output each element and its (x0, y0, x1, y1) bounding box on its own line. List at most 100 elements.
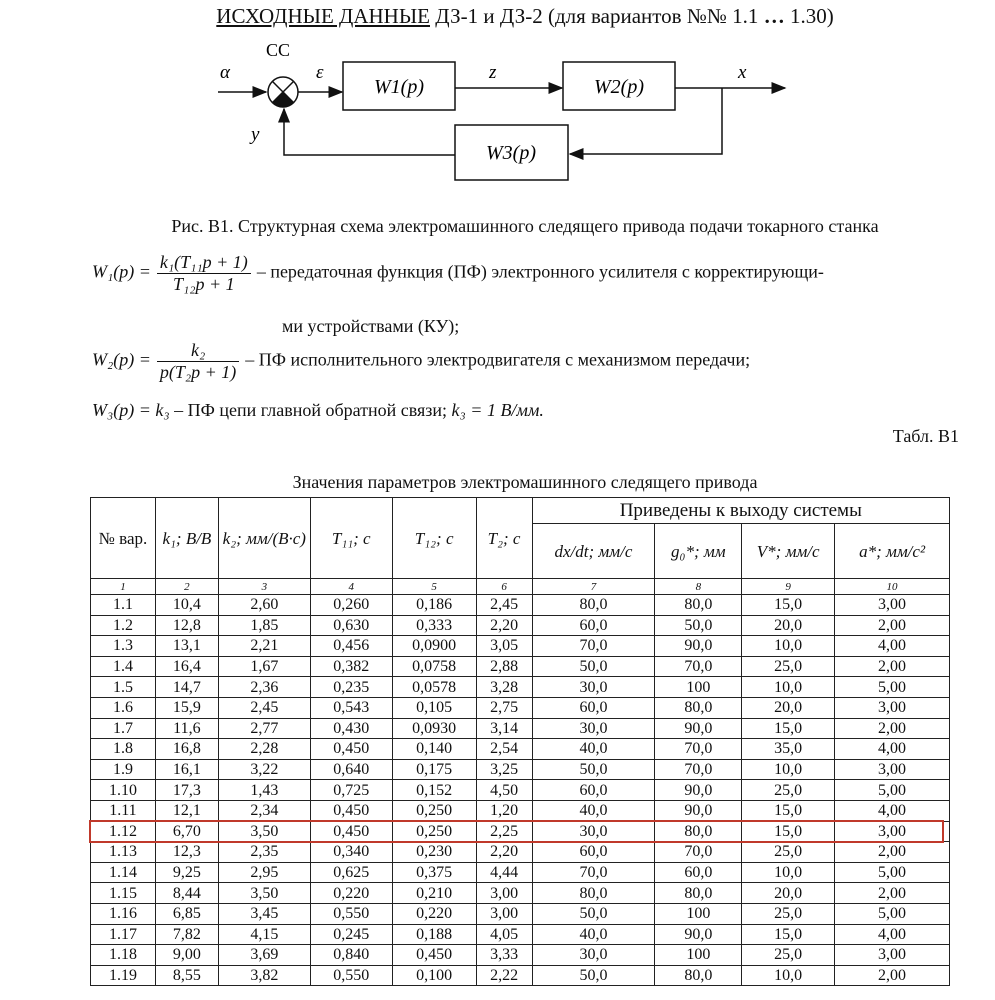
table-cell: 90,0 (654, 779, 743, 801)
column-number: 1 (90, 578, 156, 595)
table-cell: 40,0 (531, 738, 656, 760)
table-cell: 100 (654, 676, 743, 698)
table-cell: 2,00 (834, 964, 950, 987)
table-cell: 80,0 (654, 594, 743, 616)
table-cell: 0,550 (309, 964, 393, 987)
table-cell: 25,0 (741, 779, 836, 801)
table-cell: 0,245 (309, 923, 393, 946)
table-cell: 3,50 (217, 820, 311, 843)
table-cell: 3,33 (475, 944, 533, 966)
w1-label: W1(p) (374, 76, 424, 98)
table-cell: 2,77 (217, 717, 311, 740)
table-cell: 2,22 (475, 964, 533, 987)
table-cell: 20,0 (741, 614, 836, 637)
table-cell: 60,0 (531, 779, 656, 801)
header-k1: k₁; В/В (154, 497, 219, 579)
w3-label: W3(p) (486, 142, 536, 164)
table-cell: 70,0 (654, 738, 743, 760)
table-cell: 0,140 (391, 738, 477, 760)
table-row: 1.6 15,9 2,45 0,543 0,105 2,75 60,0 80,0 20,0 3,0… (90, 696, 950, 719)
table-cell: 0,382 (309, 655, 393, 678)
table-cell: 3,00 (475, 902, 533, 925)
table-cell: 25,0 (741, 944, 836, 966)
table-cell: 10,0 (741, 635, 836, 657)
table-cell: 1.2 (90, 614, 156, 637)
table-row: 1.3 13,1 2,21 0,456 0,0900 3,05 70,0 90,0 10,0 4,… (90, 635, 950, 657)
w3-description: – ПФ цепи главной обратной связи; (169, 400, 452, 420)
table-cell: 20,0 (741, 882, 836, 904)
table-cell: 0,220 (309, 882, 393, 904)
table-cell: 30,0 (531, 717, 656, 740)
table-cell: 0,543 (309, 696, 393, 719)
table-cell: 1,43 (217, 779, 311, 801)
title-underlined: ИСХОДНЫЕ ДАННЫЕ (216, 4, 430, 28)
table-cell: 3,28 (475, 676, 533, 698)
column-number: 3 (217, 578, 311, 595)
feedback-label: y (249, 124, 260, 145)
block-diagram: CC α ε z x y W1(p) W2(p) W3(p) (218, 40, 787, 181)
table-cell: 4,00 (834, 635, 950, 657)
table-cell: 15,0 (741, 717, 836, 740)
table-cell: 3,22 (217, 758, 311, 781)
table-cell: 1.1 (90, 594, 156, 616)
table-cell: 16,8 (154, 738, 219, 760)
table-cell: 1.8 (90, 738, 156, 760)
w2-denominator: p(T₂p + 1) (159, 362, 237, 382)
header-v: V*; мм/с (741, 523, 836, 579)
table-cell: 1.7 (90, 717, 156, 740)
table-cell: 2,75 (475, 696, 533, 719)
table-row: 1.18 9,00 3,69 0,840 0,450 3,33 30,0 100 25,0 3,0… (90, 944, 950, 966)
table-cell: 0,625 (309, 861, 393, 884)
table-cell: 50,0 (531, 964, 656, 987)
table-cell: 30,0 (531, 944, 656, 966)
table-cell: 1.15 (90, 882, 156, 904)
table-cell: 0,250 (391, 820, 477, 843)
table-cell: 0,152 (391, 779, 477, 801)
table-row: 1.2 12,8 1,85 0,630 0,333 2,20 60,0 50,0 20,0 2,0… (90, 614, 950, 637)
table-row: 1.15 8,44 3,50 0,220 0,210 3,00 80,0 80,0 20,0 2,… (90, 882, 950, 904)
table-cell: 0,550 (309, 902, 393, 925)
w2-fraction: k₂ p(T₂p + 1) (156, 340, 240, 383)
w1-description-cont: ми устройствами (КУ); (282, 316, 460, 336)
formula-w3: W₃(p) = k₃ – ПФ цепи главной обратной св… (92, 400, 544, 421)
table-row: 1.13 12,3 2,35 0,340 0,230 2,20 60,0 70,0 25,0 2,… (90, 841, 950, 863)
table-cell: 2,20 (475, 841, 533, 863)
table-cell: 2,54 (475, 738, 533, 760)
w3-block (454, 124, 569, 181)
table-cell: 9,25 (154, 861, 219, 884)
table-cell: 4,00 (834, 738, 950, 760)
table-cell: 2,35 (217, 841, 311, 863)
table-cell: 2,21 (217, 635, 311, 657)
table-cell: 5,00 (834, 902, 950, 925)
formula-w1: W₁(p) = k₁(T₁₁p + 1) T₁₂p + 1– передаточна… (92, 252, 824, 295)
table-cell: 4,00 (834, 923, 950, 946)
table-cell: 10,4 (154, 594, 219, 616)
w1-description: – передаточная функция (ПФ) электронного… (256, 261, 824, 282)
table-cell: 80,0 (531, 882, 656, 904)
table-cell: 20,0 (741, 696, 836, 719)
w1-lhs: W₁(p) = (92, 261, 151, 282)
column-numbers-row: 1 2 3 4 5 6 7 8 9 10 (90, 578, 950, 595)
table-cell: 90,0 (654, 799, 743, 822)
document-title: ИСХОДНЫЕ ДАННЫЕ ДЗ-1 и ДЗ-2 (для вариант… (0, 4, 995, 29)
table-cell: 1.5 (90, 676, 156, 698)
table-cell: 10,0 (741, 964, 836, 987)
table-cell: 5,00 (834, 676, 950, 698)
table-cell: 15,0 (741, 594, 836, 616)
table-cell: 13,1 (154, 635, 219, 657)
output-label: x (737, 62, 747, 83)
table-cell: 2,00 (834, 882, 950, 904)
table-cell: 2,88 (475, 655, 533, 678)
table-cell: 4,15 (217, 923, 311, 946)
column-number: 4 (309, 578, 393, 595)
table-cell: 0,0900 (391, 635, 477, 657)
feedback-line-in (568, 88, 723, 160)
table-cell: 30,0 (531, 676, 656, 698)
table-cell: 12,8 (154, 614, 219, 637)
table-cell: 0,250 (391, 799, 477, 822)
w1-fraction: k₁(T₁₁p + 1) T₁₂p + 1 (156, 252, 251, 295)
table-cell: 4,05 (475, 923, 533, 946)
error-label: ε (316, 62, 324, 83)
table-cell: 1.3 (90, 635, 156, 657)
table-cell: 60,0 (531, 614, 656, 637)
